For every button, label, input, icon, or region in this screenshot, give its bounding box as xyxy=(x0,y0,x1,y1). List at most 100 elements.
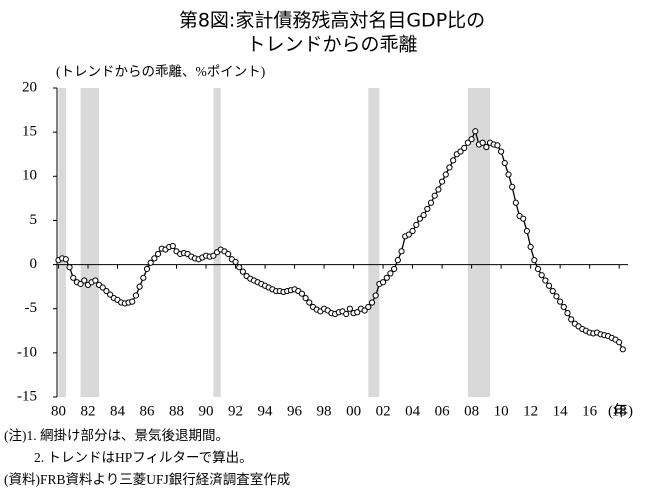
data-point xyxy=(442,171,449,178)
data-point xyxy=(70,274,77,281)
chart-title: トレンドからの乖離 xyxy=(246,34,417,56)
x-tick-label: 86 xyxy=(140,403,156,419)
data-point xyxy=(549,287,556,295)
data-point xyxy=(379,279,387,286)
note: (資料)FRB資料より三菱UFJ銀行経済調査室作成 xyxy=(4,471,290,487)
x-tick-label: 80 xyxy=(51,403,66,419)
x-tick-label: 90 xyxy=(199,403,214,419)
data-point xyxy=(147,259,154,266)
data-point xyxy=(527,243,534,251)
data-point xyxy=(560,303,567,311)
data-point xyxy=(435,186,442,193)
data-point xyxy=(239,268,247,275)
data-point xyxy=(151,255,158,262)
y-tick-label: -10 xyxy=(17,344,37,360)
data-point xyxy=(354,309,361,316)
data-point xyxy=(520,215,527,222)
data-point xyxy=(210,252,217,259)
data-point xyxy=(501,159,508,167)
x-tick-label: 08 xyxy=(464,403,479,419)
data-point xyxy=(81,277,88,284)
data-point xyxy=(398,248,405,255)
data-point xyxy=(99,284,106,291)
x-tick-label: 00 xyxy=(346,403,361,419)
data-point xyxy=(483,144,490,151)
y-axis-label: (トレンドからの乖離、%ポイント) xyxy=(56,64,265,79)
x-tick-label: 88 xyxy=(169,403,184,419)
data-point xyxy=(553,293,560,300)
x-tick-label: 06 xyxy=(435,403,451,419)
data-point xyxy=(306,299,313,306)
recession-band xyxy=(368,88,380,397)
y-tick-label: 5 xyxy=(30,212,38,228)
x-tick-label: 96 xyxy=(287,403,303,419)
data-point xyxy=(92,277,99,284)
data-point xyxy=(140,274,147,281)
x-axis-label: (年) xyxy=(608,402,633,419)
data-point xyxy=(225,250,232,258)
data-point xyxy=(236,264,243,271)
recession-band xyxy=(80,88,100,397)
note: 2. トレンドはHPフィルターで算出。 xyxy=(34,450,253,465)
data-point xyxy=(413,221,420,228)
data-point xyxy=(498,148,505,155)
x-tick-label: 94 xyxy=(258,403,274,419)
data-point xyxy=(394,257,401,264)
data-point xyxy=(534,265,542,273)
y-tick-label: 10 xyxy=(22,168,37,184)
data-point xyxy=(472,128,479,135)
x-tick-label: 02 xyxy=(376,403,391,419)
data-point xyxy=(509,183,516,190)
data-point xyxy=(302,295,309,302)
x-tick-label: 82 xyxy=(80,403,95,419)
data-point xyxy=(383,274,390,281)
data-point xyxy=(427,199,435,206)
recession-band xyxy=(58,88,66,397)
data-point xyxy=(420,212,427,219)
data-point xyxy=(479,139,486,146)
y-tick-label: 15 xyxy=(22,124,37,140)
x-tick-label: 84 xyxy=(110,403,126,419)
data-point xyxy=(343,310,350,318)
data-point xyxy=(409,227,416,235)
data-point xyxy=(154,250,162,258)
data-point xyxy=(405,231,412,238)
data-point xyxy=(372,292,379,299)
data-point xyxy=(545,282,553,289)
data-point xyxy=(468,136,475,143)
data-point xyxy=(505,171,512,178)
data-point xyxy=(523,227,531,235)
data-point xyxy=(62,256,69,263)
x-tick-label: 04 xyxy=(405,403,421,419)
data-point xyxy=(616,339,623,346)
data-point xyxy=(568,316,575,323)
data-point xyxy=(129,298,136,305)
note: (注)1. 網掛け部分は、景気後退期間。 xyxy=(4,428,229,443)
chart-title: 第8図:家計債務残高対名目GDP比の xyxy=(179,10,485,32)
data-point xyxy=(143,265,151,273)
x-tick-label: 18 xyxy=(612,403,627,419)
y-tick-label: 0 xyxy=(30,256,38,272)
data-point xyxy=(232,258,239,266)
data-point xyxy=(457,148,464,155)
data-point xyxy=(169,242,176,250)
data-point xyxy=(365,303,372,311)
data-point xyxy=(387,270,394,277)
data-point xyxy=(438,178,446,185)
data-point xyxy=(542,277,549,284)
recession-band xyxy=(467,88,491,397)
data-point xyxy=(461,144,468,152)
data-point xyxy=(136,283,143,290)
data-point xyxy=(346,305,353,312)
data-point xyxy=(564,310,571,317)
data-point xyxy=(512,199,519,206)
data-point xyxy=(619,346,626,353)
data-point xyxy=(103,287,110,295)
data-point xyxy=(424,205,431,213)
recession-band xyxy=(213,88,221,397)
y-tick-label: -15 xyxy=(17,388,37,404)
data-point xyxy=(77,280,84,288)
data-point xyxy=(298,290,306,297)
data-point xyxy=(107,291,114,298)
data-point xyxy=(361,307,368,314)
